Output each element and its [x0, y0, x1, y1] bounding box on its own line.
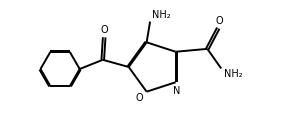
Text: O: O: [101, 25, 109, 35]
Text: O: O: [215, 16, 223, 26]
Text: O: O: [135, 93, 143, 103]
Text: NH₂: NH₂: [224, 69, 243, 79]
Text: N: N: [173, 86, 180, 96]
Text: NH₂: NH₂: [152, 10, 170, 20]
